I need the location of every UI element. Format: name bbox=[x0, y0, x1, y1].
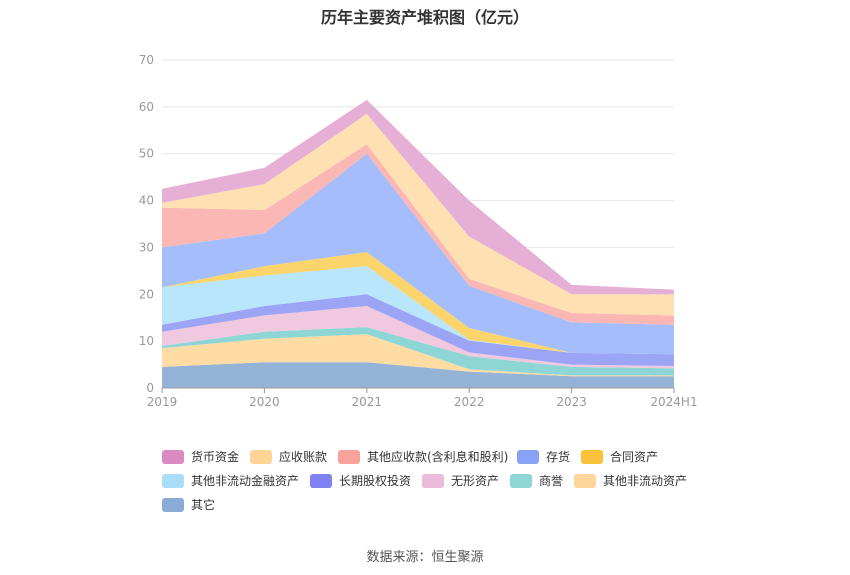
area-series-4 bbox=[162, 294, 674, 366]
legend-swatch bbox=[517, 449, 539, 464]
legend-item[interactable]: 其它 bbox=[162, 496, 215, 513]
axis-layer: 0 10 20 30 40 50 60 70 2019 2020 2021 2022 2023 2024H… bbox=[139, 53, 698, 409]
x-tick-label: 2019 bbox=[147, 395, 178, 409]
area-series-2 bbox=[162, 327, 674, 376]
legend-label: 货币资金 bbox=[191, 450, 240, 464]
legend-item[interactable]: 应收账款 bbox=[250, 448, 327, 465]
x-tick-label: 2022 bbox=[454, 395, 485, 409]
chart-title: 历年主要资产堆积图（亿元） bbox=[320, 8, 529, 27]
legend-swatch bbox=[310, 473, 332, 488]
y-tick-label: 20 bbox=[139, 287, 154, 301]
area-series-5 bbox=[162, 266, 674, 355]
legend-item[interactable]: 其他非流动金融资产 bbox=[162, 472, 299, 489]
y-tick-label: 0 bbox=[146, 381, 154, 395]
legend-item[interactable]: 合同资产 bbox=[581, 448, 658, 465]
y-tick-label: 30 bbox=[139, 240, 154, 254]
area-layer bbox=[162, 99, 674, 388]
legend-item[interactable]: 货币资金 bbox=[162, 448, 239, 465]
data-source-note: 数据来源：恒生聚源 bbox=[366, 550, 484, 565]
legend-label: 应收账款 bbox=[279, 450, 328, 464]
y-tick-label: 60 bbox=[139, 100, 154, 114]
legend-swatch bbox=[574, 473, 596, 488]
legend-label: 其他应收款(含利息和股利) bbox=[367, 450, 509, 464]
legend-label: 其他非流动金融资产 bbox=[191, 474, 300, 488]
area-series-3 bbox=[162, 306, 674, 369]
x-tick-label: 2020 bbox=[249, 395, 280, 409]
area-series-7 bbox=[162, 153, 674, 355]
y-tick-label: 50 bbox=[139, 147, 154, 161]
y-tick-label: 40 bbox=[139, 194, 154, 208]
area-series-0 bbox=[162, 362, 674, 388]
y-tick-label: 10 bbox=[139, 334, 154, 348]
legend-swatch bbox=[162, 497, 184, 512]
legend-label: 其它 bbox=[191, 498, 216, 512]
legend-swatch bbox=[581, 449, 603, 464]
legend-item[interactable]: 其他应收款(含利息和股利) bbox=[338, 448, 508, 465]
legend-swatch bbox=[162, 473, 184, 488]
x-tick-label: 2023 bbox=[556, 395, 587, 409]
legend-label: 商誉 bbox=[539, 474, 564, 488]
x-tick-label: 2021 bbox=[352, 395, 383, 409]
legend-label: 无形资产 bbox=[451, 474, 500, 488]
legend-swatch bbox=[250, 449, 272, 464]
legend-label: 存货 bbox=[546, 450, 571, 464]
legend-item[interactable]: 其他非流动资产 bbox=[574, 472, 687, 489]
legend-swatch bbox=[510, 473, 532, 488]
legend-label: 合同资产 bbox=[610, 450, 659, 464]
legend-item[interactable]: 商誉 bbox=[510, 472, 563, 489]
legend-label: 长期股权投资 bbox=[339, 474, 412, 488]
x-tick-label: 2024H1 bbox=[650, 395, 697, 409]
legend-item[interactable]: 长期股权投资 bbox=[310, 472, 411, 489]
legend-swatch bbox=[162, 449, 184, 464]
y-tick-label: 70 bbox=[139, 53, 154, 67]
area-series-1 bbox=[162, 334, 674, 377]
legend-item[interactable]: 无形资产 bbox=[422, 472, 499, 489]
legend-label: 其他非流动资产 bbox=[603, 474, 688, 488]
legend-swatch bbox=[422, 473, 444, 488]
legend-swatch bbox=[338, 449, 360, 464]
legend-item[interactable]: 存货 bbox=[517, 448, 570, 465]
area-series-9 bbox=[162, 113, 674, 316]
